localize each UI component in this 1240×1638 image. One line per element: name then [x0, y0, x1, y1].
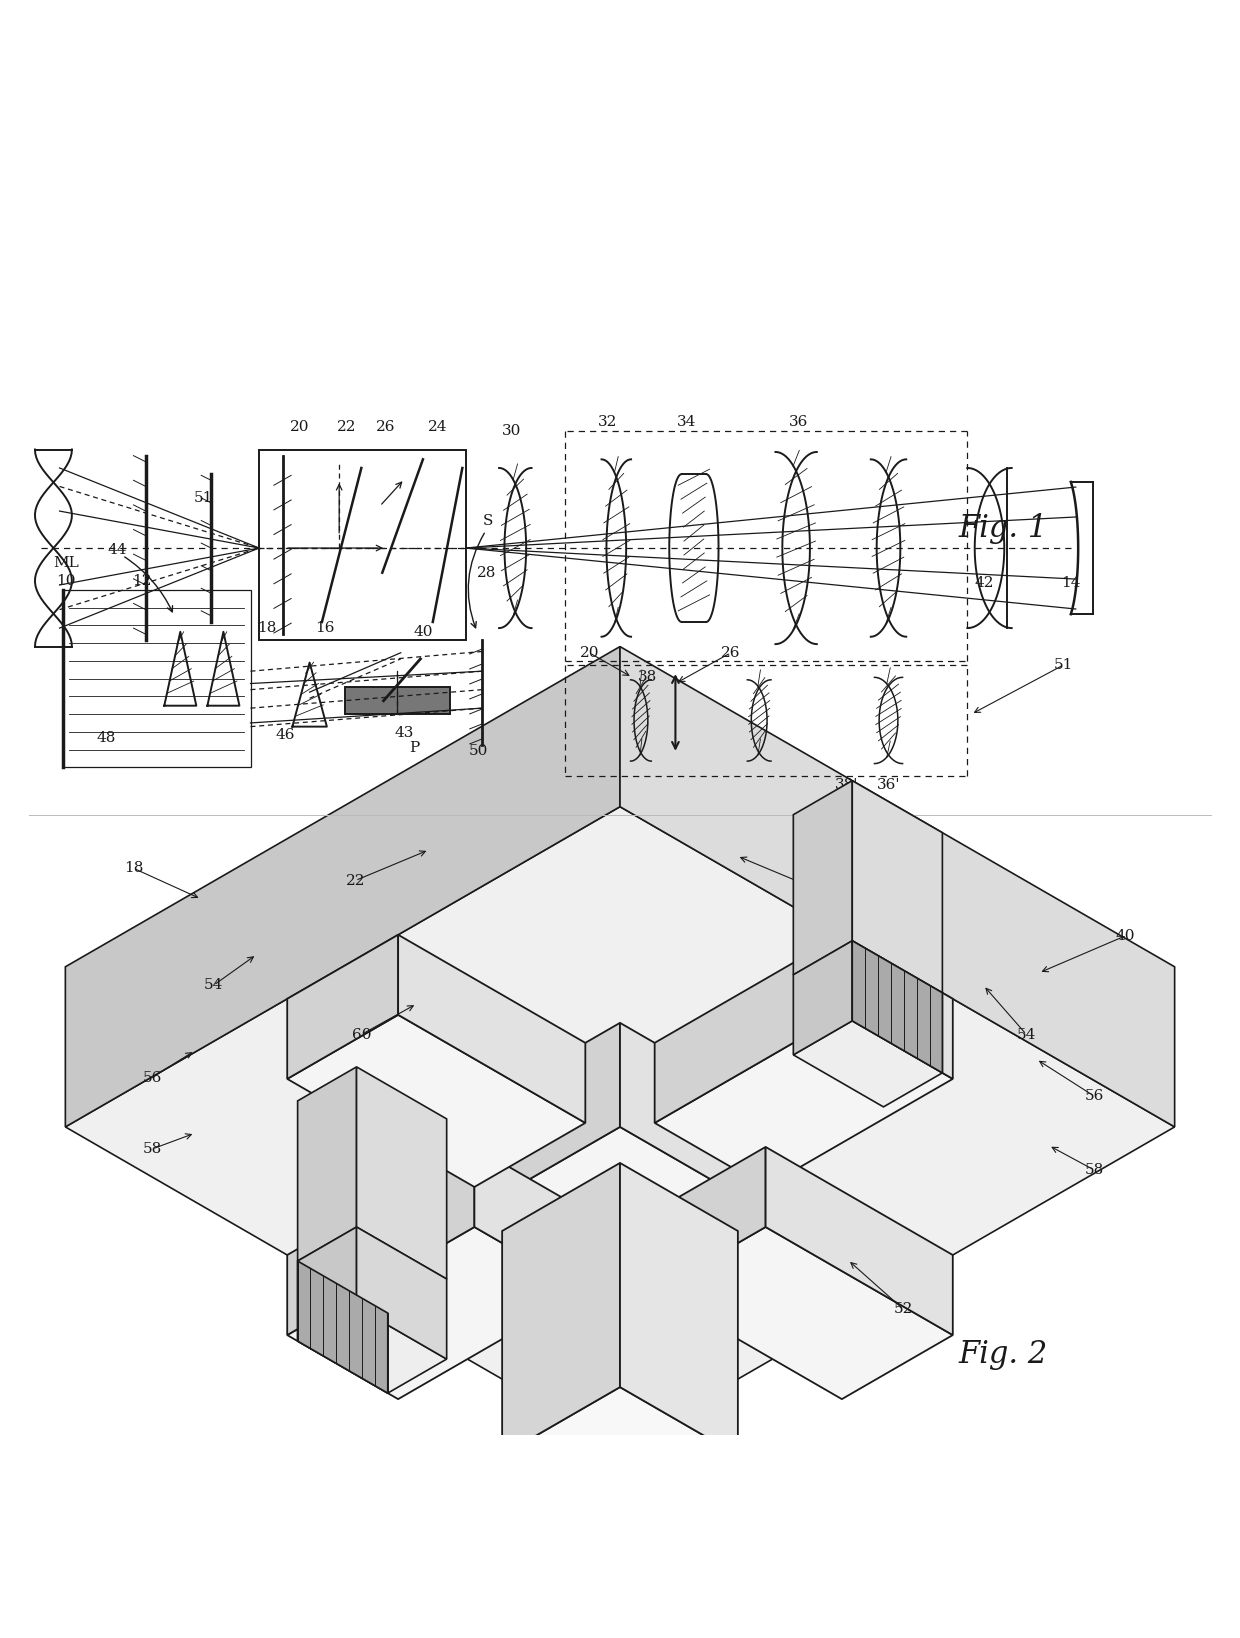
Polygon shape — [655, 1147, 765, 1291]
Polygon shape — [288, 1147, 475, 1335]
Text: 51: 51 — [193, 490, 213, 505]
Polygon shape — [357, 1227, 446, 1360]
Polygon shape — [502, 1163, 620, 1455]
Text: 38': 38' — [835, 778, 858, 791]
Polygon shape — [655, 1227, 952, 1399]
Text: 36: 36 — [789, 416, 808, 429]
Text: Fig. 1: Fig. 1 — [959, 513, 1048, 544]
Polygon shape — [298, 1227, 357, 1342]
Polygon shape — [794, 940, 852, 1055]
Text: 38: 38 — [637, 670, 657, 685]
Text: 56: 56 — [143, 1071, 161, 1084]
Text: 26: 26 — [376, 421, 396, 434]
Polygon shape — [794, 781, 852, 975]
Text: P: P — [409, 740, 419, 755]
Bar — [63, 590, 250, 767]
Bar — [345, 688, 450, 714]
Polygon shape — [620, 1022, 800, 1232]
Polygon shape — [852, 781, 942, 993]
Text: 20: 20 — [290, 421, 310, 434]
Bar — [259, 449, 466, 640]
Polygon shape — [398, 935, 585, 1124]
Polygon shape — [288, 1227, 585, 1399]
Polygon shape — [440, 1127, 800, 1335]
Polygon shape — [298, 1261, 388, 1392]
Polygon shape — [765, 1147, 952, 1335]
Text: 18: 18 — [124, 862, 143, 875]
Text: 54: 54 — [203, 978, 223, 993]
Polygon shape — [655, 1016, 952, 1188]
Text: 52: 52 — [894, 1302, 913, 1317]
Text: 43: 43 — [394, 726, 414, 740]
Polygon shape — [440, 1022, 620, 1232]
Text: 42: 42 — [975, 575, 994, 590]
Polygon shape — [620, 647, 1174, 1127]
Text: 56: 56 — [1085, 1089, 1104, 1102]
Text: 22: 22 — [346, 873, 365, 888]
Polygon shape — [288, 935, 398, 1079]
Text: 24: 24 — [801, 880, 821, 894]
Text: 20: 20 — [579, 645, 599, 660]
Polygon shape — [620, 1163, 738, 1455]
Text: ML: ML — [53, 555, 78, 570]
Text: 48: 48 — [97, 731, 117, 745]
Text: 51: 51 — [1054, 658, 1073, 672]
Text: 26: 26 — [722, 645, 740, 660]
Polygon shape — [794, 940, 942, 1027]
Polygon shape — [357, 1066, 446, 1279]
Polygon shape — [852, 940, 942, 1073]
Text: 50: 50 — [469, 744, 489, 758]
Text: 60: 60 — [906, 1019, 925, 1034]
Text: 40: 40 — [413, 624, 433, 639]
Polygon shape — [298, 1227, 446, 1314]
Text: S: S — [484, 514, 494, 527]
Text: 22: 22 — [337, 421, 356, 434]
Text: 36': 36' — [877, 778, 900, 791]
Text: 30: 30 — [502, 424, 521, 437]
Polygon shape — [298, 1307, 446, 1392]
Text: Fig. 2: Fig. 2 — [959, 1340, 1048, 1371]
Text: 24: 24 — [428, 421, 448, 434]
Text: 14: 14 — [1061, 575, 1080, 590]
Text: 28: 28 — [477, 565, 497, 580]
Text: 58: 58 — [1085, 1163, 1104, 1178]
Text: 40: 40 — [1115, 929, 1135, 943]
Polygon shape — [475, 1147, 585, 1291]
Polygon shape — [794, 1020, 942, 1107]
Polygon shape — [298, 1066, 357, 1261]
Text: 34: 34 — [677, 416, 696, 429]
Polygon shape — [288, 1016, 585, 1188]
Text: 10: 10 — [56, 575, 76, 588]
Text: 46: 46 — [275, 729, 295, 742]
Text: 16: 16 — [315, 621, 334, 636]
Polygon shape — [842, 935, 952, 1079]
Text: 58: 58 — [143, 1142, 161, 1156]
Text: 32: 32 — [598, 416, 618, 429]
Text: 44: 44 — [108, 544, 128, 557]
Polygon shape — [66, 806, 1174, 1446]
Text: 54: 54 — [1017, 1027, 1037, 1042]
Polygon shape — [502, 1387, 738, 1523]
Polygon shape — [66, 647, 620, 1127]
Text: 60: 60 — [352, 1027, 371, 1042]
Polygon shape — [655, 935, 842, 1124]
Polygon shape — [852, 940, 942, 1073]
Text: 12: 12 — [133, 575, 151, 588]
Text: 18: 18 — [257, 621, 277, 636]
